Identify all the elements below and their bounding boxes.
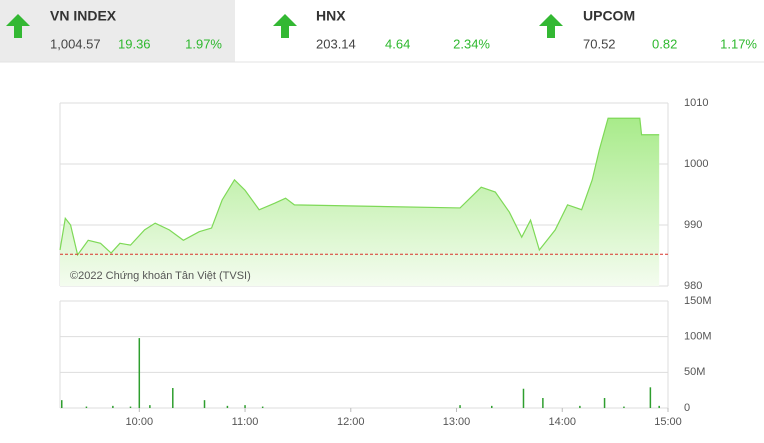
volume-bar bbox=[491, 405, 493, 408]
y-tick-label: 980 bbox=[684, 280, 702, 292]
index-value: 1,004.57 bbox=[50, 36, 101, 51]
y-tick-label: 150M bbox=[684, 295, 712, 307]
up-arrow bbox=[273, 14, 297, 38]
volume-bar bbox=[61, 400, 63, 408]
volume-bar bbox=[542, 398, 544, 408]
volume-bar bbox=[129, 406, 132, 408]
volume-bar bbox=[244, 405, 246, 408]
index-value: 70.52 bbox=[583, 36, 616, 51]
y-tick-label: 1000 bbox=[684, 158, 708, 170]
index-percent: 1.97% bbox=[185, 36, 222, 51]
index-name: HNX bbox=[316, 8, 346, 24]
volume-bar bbox=[522, 388, 525, 408]
index-value: 203.14 bbox=[316, 36, 356, 51]
volume-bar bbox=[658, 405, 660, 408]
index-change: 4.64 bbox=[385, 36, 410, 51]
volume-bar bbox=[172, 388, 174, 408]
tile[interactable]: HNX 203.14 4.64 2.34% bbox=[273, 8, 490, 52]
price-line bbox=[59, 117, 660, 257]
volume-bar bbox=[261, 406, 264, 408]
y-tick-label: 50M bbox=[684, 366, 705, 378]
up-arrow bbox=[6, 14, 30, 38]
index-name: UPCOM bbox=[583, 8, 635, 24]
index-change: 0.82 bbox=[652, 36, 677, 51]
volume-bar bbox=[203, 400, 206, 408]
x-tick-label: 12:00 bbox=[337, 416, 365, 428]
x-tick-label: 13:00 bbox=[443, 416, 471, 428]
volume-bar bbox=[649, 387, 652, 408]
active-tile[interactable] bbox=[0, 0, 235, 62]
volume-bar bbox=[226, 405, 229, 408]
index-percent: 1.17% bbox=[720, 36, 757, 51]
volume-bar bbox=[138, 338, 141, 408]
x-tick-label: 10:00 bbox=[126, 416, 154, 428]
index-name: VN INDEX bbox=[50, 8, 117, 24]
index-change: 19.36 bbox=[118, 36, 151, 51]
x-tick-label: 14:00 bbox=[548, 416, 576, 428]
volume-bar bbox=[85, 406, 88, 408]
index-percent: 2.34% bbox=[453, 36, 490, 51]
y-tick-label: 0 bbox=[684, 402, 690, 414]
y-tick-label: 1010 bbox=[684, 97, 708, 109]
y-tick-label: 990 bbox=[684, 219, 702, 231]
x-tick-label: 11:00 bbox=[232, 416, 259, 428]
volume-bar bbox=[149, 405, 151, 408]
tile[interactable]: UPCOM 70.52 0.82 1.17% bbox=[539, 8, 757, 52]
volume-bar bbox=[623, 406, 625, 408]
volume-bar bbox=[603, 398, 606, 408]
tile[interactable]: VN INDEX 1,004.57 19.36 1.97% bbox=[6, 8, 222, 52]
x-tick-label: 15:00 bbox=[654, 416, 682, 428]
y-tick-label: 100M bbox=[684, 331, 712, 343]
watermark: ©2022 Chứng khoán Tân Việt (TVSI) bbox=[70, 270, 251, 282]
volume-bar bbox=[112, 405, 114, 408]
area-fill bbox=[60, 118, 660, 286]
volume-bar bbox=[579, 405, 581, 408]
volume-bar bbox=[459, 405, 461, 408]
up-arrow bbox=[539, 14, 563, 38]
